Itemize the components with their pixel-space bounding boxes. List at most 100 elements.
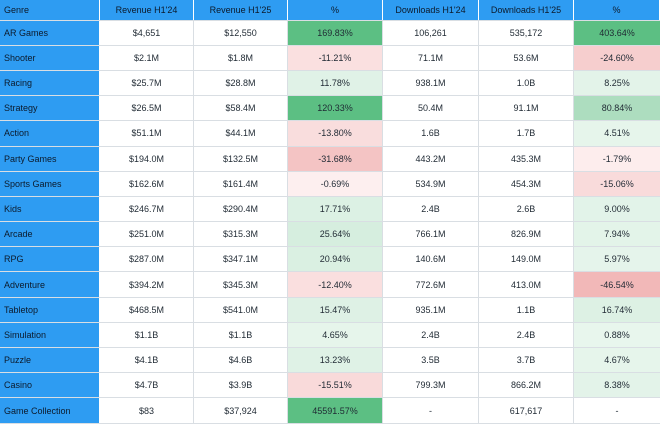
- cell-downloads-pct: -15.06%: [574, 171, 660, 196]
- cell-genre: Simulation: [0, 322, 100, 348]
- cell-downloads-h1-25: 2.4B: [479, 322, 574, 348]
- cell-downloads-h1-24: 766.1M: [383, 222, 479, 247]
- cell-downloads-h1-24: 71.1M: [383, 45, 479, 70]
- cell-downloads-h1-24: 2.4B: [383, 322, 479, 348]
- cell-revenue-pct: 17.71%: [288, 196, 383, 222]
- cell-downloads-pct: -1.79%: [574, 146, 660, 171]
- cell-downloads-h1-25: 413.0M: [479, 272, 574, 297]
- cell-revenue-h1-25: $4.6B: [194, 348, 288, 373]
- cell-revenue-h1-24: $26.5M: [100, 96, 194, 121]
- cell-revenue-pct: 169.83%: [288, 20, 383, 45]
- cell-downloads-h1-25: 617,617: [479, 398, 574, 423]
- table-row: Sports Games $162.6M $161.4M -0.69% 534.9M 45…: [0, 171, 660, 197]
- cell-downloads-h1-24: 50.4M: [383, 96, 479, 121]
- cell-revenue-h1-25: $28.8M: [194, 70, 288, 96]
- cell-revenue-h1-24: $4,651: [100, 20, 194, 45]
- header-revenue-h1-24: Revenue H1'24: [100, 0, 194, 20]
- cell-revenue-pct: 20.94%: [288, 247, 383, 272]
- cell-downloads-h1-25: 826.9M: [479, 222, 574, 247]
- cell-revenue-h1-24: $251.0M: [100, 222, 194, 247]
- cell-revenue-h1-25: $345.3M: [194, 272, 288, 297]
- cell-revenue-h1-24: $194.0M: [100, 146, 194, 171]
- cell-downloads-h1-25: 2.6B: [479, 196, 574, 222]
- cell-revenue-pct: 13.23%: [288, 348, 383, 373]
- cell-genre: Tabletop: [0, 297, 100, 322]
- cell-downloads-h1-25: 1.0B: [479, 70, 574, 96]
- cell-genre: Sports Games: [0, 171, 100, 196]
- cell-downloads-h1-25: 866.2M: [479, 373, 574, 398]
- cell-revenue-h1-25: $3.9B: [194, 373, 288, 398]
- cell-revenue-pct: -0.69%: [288, 171, 383, 196]
- cell-downloads-h1-24: 3.5B: [383, 348, 479, 373]
- cell-revenue-h1-24: $25.7M: [100, 70, 194, 96]
- header-downloads-pct: %: [574, 0, 660, 20]
- cell-revenue-h1-25: $58.4M: [194, 96, 288, 121]
- cell-revenue-h1-24: $4.7B: [100, 373, 194, 398]
- cell-genre: Arcade: [0, 222, 100, 247]
- cell-downloads-pct: 0.88%: [574, 322, 660, 348]
- cell-revenue-pct: 15.47%: [288, 297, 383, 322]
- cell-downloads-pct: 8.25%: [574, 70, 660, 96]
- cell-downloads-pct: 403.64%: [574, 20, 660, 45]
- cell-downloads-h1-24: 935.1M: [383, 297, 479, 322]
- cell-genre: Party Games: [0, 146, 100, 171]
- cell-revenue-h1-25: $290.4M: [194, 196, 288, 222]
- cell-revenue-h1-25: $12,550: [194, 20, 288, 45]
- cell-revenue-pct: 11.78%: [288, 70, 383, 96]
- table-row: Puzzle $4.1B $4.6B 13.23% 3.5B 3.7B 4.67%: [0, 348, 660, 374]
- cell-genre: Adventure: [0, 272, 100, 297]
- table-row: Shooter $2.1M $1.8M -11.21% 71.1M 53.6M -24.60…: [0, 45, 660, 71]
- cell-downloads-pct: -24.60%: [574, 45, 660, 70]
- cell-downloads-pct: 16.74%: [574, 297, 660, 322]
- cell-revenue-h1-24: $51.1M: [100, 121, 194, 146]
- cell-downloads-h1-25: 435.3M: [479, 146, 574, 171]
- cell-revenue-h1-25: $161.4M: [194, 171, 288, 196]
- cell-revenue-h1-24: $4.1B: [100, 348, 194, 373]
- cell-revenue-h1-25: $44.1M: [194, 121, 288, 146]
- table-row: Tabletop $468.5M $541.0M 15.47% 935.1M 1.1B 16…: [0, 297, 660, 323]
- cell-downloads-pct: 4.51%: [574, 121, 660, 146]
- cell-genre: Shooter: [0, 45, 100, 70]
- cell-downloads-pct: 8.38%: [574, 373, 660, 398]
- table-row: Kids $246.7M $290.4M 17.71% 2.4B 2.6B 9.00%: [0, 196, 660, 223]
- cell-downloads-pct: 9.00%: [574, 196, 660, 222]
- table-row: Game Collection $83 $37,924 45591.57% -617,6…: [0, 398, 660, 424]
- cell-downloads-h1-24: 443.2M: [383, 146, 479, 171]
- cell-downloads-pct: 80.84%: [574, 96, 660, 121]
- table-row: Arcade $251.0M $315.3M 25.64% 766.1M 826.9M 7.…: [0, 222, 660, 248]
- header-revenue-h1-25: Revenue H1'25: [194, 0, 288, 20]
- table-row: Action $51.1M $44.1M -13.80% 1.6B 1.7B 4.51%: [0, 121, 660, 147]
- cell-downloads-h1-24: 2.4B: [383, 196, 479, 222]
- table-row: Adventure $394.2M $345.3M -12.40% 772.6M 413.…: [0, 272, 660, 298]
- cell-downloads-h1-25: 91.1M: [479, 96, 574, 121]
- cell-revenue-h1-25: $347.1M: [194, 247, 288, 272]
- table-row: Casino $4.7B $3.9B -15.51% 799.3M 866.2M 8.38%: [0, 373, 660, 399]
- header-downloads-h1-25: Downloads H1'25: [479, 0, 574, 20]
- cell-revenue-h1-24: $287.0M: [100, 247, 194, 272]
- cell-downloads-h1-25: 3.7B: [479, 348, 574, 373]
- cell-revenue-h1-25: $315.3M: [194, 222, 288, 247]
- table-row: Simulation $1.1B $1.1B 4.65% 2.4B 2.4B 0.88%: [0, 322, 660, 349]
- cell-revenue-h1-24: $246.7M: [100, 196, 194, 222]
- cell-revenue-h1-25: $37,924: [194, 398, 288, 423]
- table-row: RPG $287.0M $347.1M 20.94% 140.6M 149.0M 5.97%: [0, 247, 660, 273]
- cell-downloads-h1-24: 1.6B: [383, 121, 479, 146]
- cell-genre: AR Games: [0, 20, 100, 45]
- cell-downloads-h1-24: 140.6M: [383, 247, 479, 272]
- header-genre: Genre: [0, 0, 100, 20]
- cell-revenue-pct: 25.64%: [288, 222, 383, 247]
- cell-downloads-pct: 5.97%: [574, 247, 660, 272]
- cell-revenue-h1-25: $541.0M: [194, 297, 288, 322]
- cell-revenue-h1-24: $2.1M: [100, 45, 194, 70]
- cell-revenue-h1-24: $83: [100, 398, 194, 423]
- cell-genre: Kids: [0, 196, 100, 222]
- cell-genre: Game Collection: [0, 398, 100, 423]
- header-revenue-pct: %: [288, 0, 383, 20]
- cell-downloads-h1-25: 149.0M: [479, 247, 574, 272]
- cell-revenue-h1-25: $132.5M: [194, 146, 288, 171]
- cell-genre: Puzzle: [0, 348, 100, 373]
- cell-downloads-h1-25: 535,172: [479, 20, 574, 45]
- cell-revenue-h1-24: $468.5M: [100, 297, 194, 322]
- cell-revenue-pct: -13.80%: [288, 121, 383, 146]
